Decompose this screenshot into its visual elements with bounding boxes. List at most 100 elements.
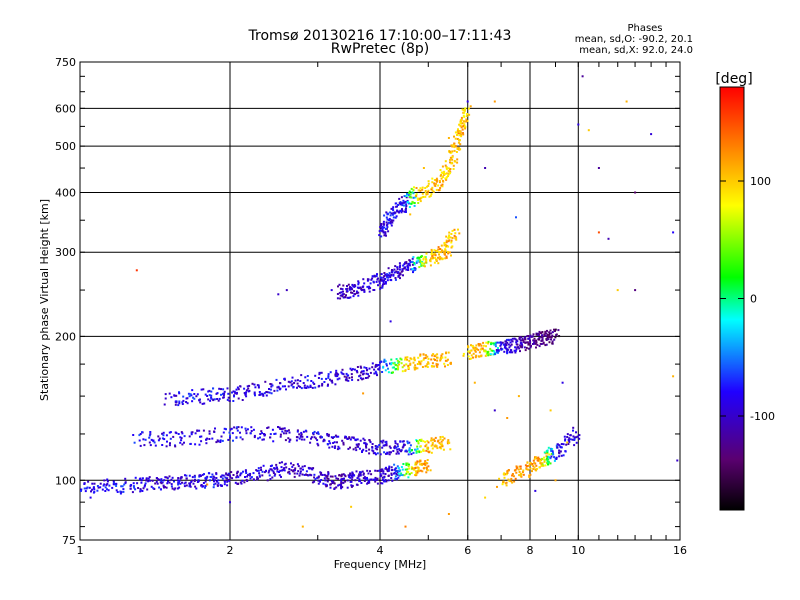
echo-point [524,464,527,467]
echo-point [166,477,169,480]
echo-point [436,447,439,450]
echo-point [180,437,183,440]
echo-point [427,190,430,193]
echo-point [216,480,218,483]
echo-point [424,357,427,359]
echo-point [359,474,362,477]
echo-point [190,480,193,483]
echo-point [546,461,548,464]
echo-point [407,364,410,367]
echo-point [186,402,189,405]
echo-point [459,148,462,151]
echo-point [139,433,142,435]
echo-point [390,451,392,454]
echo-point [416,256,419,259]
echo-point [147,477,150,480]
echo-point [106,480,109,483]
echo-point [438,251,441,254]
echo-point [398,448,401,451]
echo-point [384,232,387,235]
echo-point [409,363,412,366]
x-tick-label: 2 [227,544,234,557]
echo-point [433,252,436,255]
echo-point [504,473,507,476]
echo-point [502,343,505,346]
echo-point [506,472,509,474]
echo-point [169,437,172,440]
echo-point [239,385,242,388]
echo-point [319,480,321,483]
echo-point [351,288,354,291]
echo-point [550,452,553,455]
echo-point [148,441,151,444]
echo-point [236,472,238,475]
echo-point [422,448,425,451]
echo-point [269,433,272,436]
echo-point [401,202,404,205]
echo-point [452,144,455,147]
echo-point [378,469,381,472]
echo-point [103,479,106,482]
echo-point [294,379,297,382]
echo-point [327,471,330,474]
echo-point [443,437,446,440]
echo-point [436,359,439,362]
echo-point [450,233,453,235]
echo-point [532,465,535,468]
echo-point [317,479,320,482]
echo-point [309,473,312,476]
echo-point [382,476,385,479]
echo-point [547,463,549,466]
echo-point [119,492,122,495]
echo-point [451,156,454,159]
x-axis-label: Frequency [MHz] [334,558,426,571]
echo-point [447,358,449,361]
echo-point [443,241,446,244]
echo-point [137,487,140,489]
echo-point [427,357,430,360]
echo-point [393,361,396,364]
echo-point [336,378,339,381]
echo-point [351,436,354,439]
echo-point [424,258,427,261]
echo-point [521,337,524,340]
echo-point [393,268,396,271]
echo-point [139,488,142,491]
echo-point [140,479,143,482]
echo-point [509,344,512,347]
echo-point [340,483,343,486]
echo-point [369,478,372,481]
echo-point [441,353,444,356]
echo-point [569,438,572,441]
echo-point [339,297,342,300]
echo-point [416,447,419,450]
echo-point [359,472,362,475]
echo-point [356,483,359,486]
echo-point [505,344,508,346]
echo-point [349,288,351,291]
echo-point [402,274,404,277]
echo-point [226,484,229,487]
echo-point [391,219,394,222]
echo-point [388,451,391,454]
echo-point [456,158,459,161]
echo-point [214,427,216,430]
echo-point [449,172,451,175]
echo-point [415,261,418,264]
echo-point [321,474,324,476]
echo-point [358,447,361,450]
echo-point [384,281,387,283]
echo-point [549,329,552,332]
echo-point [105,488,108,491]
echo-point [440,173,443,176]
echo-point [189,393,192,396]
echo-point [405,449,408,452]
echo-point [396,443,399,446]
echo-point [376,478,379,480]
echo-point [376,482,379,485]
echo-point [135,269,138,272]
echo-point [444,160,447,163]
echo-point [311,386,314,389]
echo-point [468,358,471,360]
echo-point [530,344,532,347]
